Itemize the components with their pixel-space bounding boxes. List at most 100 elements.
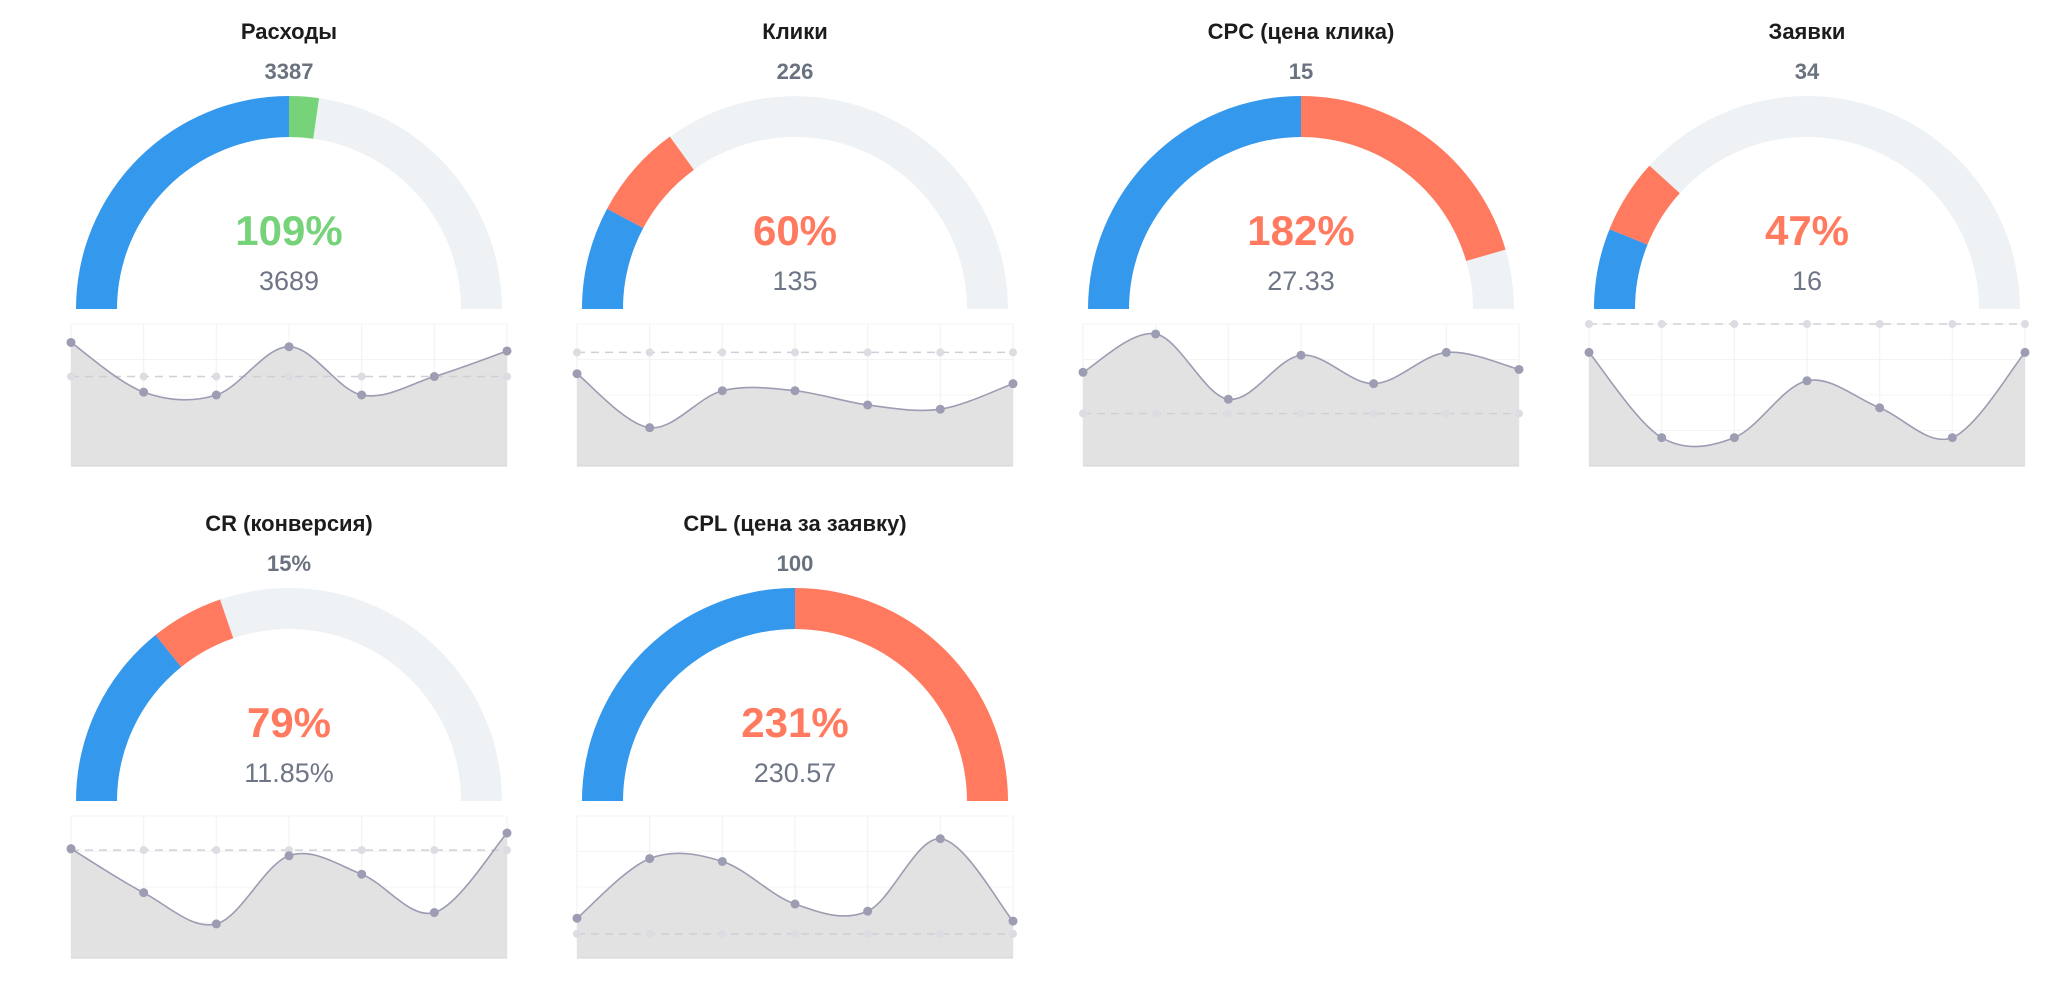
sparkline-target-point (791, 348, 799, 357)
sparkline-point[interactable] (717, 386, 727, 396)
sparkline-target-point (718, 348, 727, 357)
sparkline-point[interactable] (1584, 347, 1594, 357)
sparkline-point[interactable] (357, 390, 367, 400)
gauge-fill-base (582, 588, 795, 801)
kpi-title: Заявки (1769, 19, 1846, 44)
sparkline-point[interactable] (66, 844, 76, 854)
sparkline-point[interactable] (1151, 329, 1161, 339)
sparkline-point[interactable] (863, 906, 873, 916)
sparkline-target-point (718, 929, 727, 938)
sparkline-point[interactable] (284, 342, 294, 352)
sparkline-target-point (2021, 320, 2029, 328)
sparkline-target-point (357, 846, 366, 855)
sparkline-point[interactable] (1223, 394, 1233, 404)
sparkline-target-point (1730, 320, 1739, 328)
kpi-plan-value: 226 (777, 59, 814, 84)
sparkline-target-point (67, 372, 75, 381)
sparkline-target-point (1442, 409, 1451, 418)
sparkline-target-point (1515, 409, 1523, 418)
sparkline-target-point (1297, 409, 1305, 418)
gauge-fill-base (582, 208, 644, 309)
sparkline-point[interactable] (1441, 347, 1451, 357)
sparkline-target-point (357, 372, 366, 381)
sparkline-point[interactable] (1008, 916, 1018, 926)
kpi-card: CPC (цена клика) 15 182% 27.33 (1078, 19, 1524, 467)
gauge-fill-base (76, 635, 182, 801)
sparkline-point[interactable] (502, 828, 512, 838)
kpi-title: Расходы (241, 19, 337, 44)
kpi-percent: 60% (753, 207, 837, 254)
kpi-plan-value: 15 (1289, 59, 1313, 84)
kpi-plan-value: 15% (267, 551, 311, 576)
sparkline-point[interactable] (502, 346, 512, 356)
gauge-fill-base (1088, 96, 1301, 309)
sparkline-point[interactable] (863, 400, 873, 410)
sparkline-point[interactable] (717, 856, 727, 866)
sparkline-target-point (936, 348, 945, 357)
sparkline-point[interactable] (1729, 433, 1739, 443)
sparkline-target-point (503, 372, 511, 381)
sparkline-point[interactable] (572, 913, 582, 923)
kpi-plan-value: 3387 (265, 59, 314, 84)
sparkline-target-point (863, 929, 872, 938)
sparkline-point[interactable] (2020, 347, 2030, 357)
kpi-percent: 109% (235, 207, 342, 254)
sparkline-target-point (1657, 320, 1666, 328)
kpi-title: CPL (цена за заявку) (683, 511, 906, 536)
sparkline-area (1589, 352, 2025, 466)
sparkline-point[interactable] (211, 390, 221, 400)
gauge-track (582, 96, 1008, 309)
kpi-card: Клики 226 60% 135 (572, 19, 1018, 467)
sparkline (66, 815, 512, 959)
sparkline-target-point (1079, 409, 1087, 418)
sparkline-point[interactable] (357, 869, 367, 879)
sparkline-target-point (791, 929, 799, 938)
sparkline-point[interactable] (211, 919, 221, 929)
sparkline-target-point (1009, 929, 1017, 938)
gauge-track (1594, 96, 2020, 309)
sparkline-point[interactable] (429, 908, 439, 918)
sparkline-point[interactable] (1947, 433, 1957, 443)
kpi-percent: 47% (1765, 207, 1849, 254)
sparkline-point[interactable] (1296, 350, 1306, 360)
sparkline-point[interactable] (139, 888, 149, 898)
kpi-fact-value: 135 (772, 266, 817, 296)
sparkline-point[interactable] (790, 899, 800, 909)
sparkline-point[interactable] (139, 387, 149, 397)
sparkline-point[interactable] (935, 404, 945, 414)
sparkline-target-point (1803, 320, 1811, 328)
sparkline-target-point (212, 846, 221, 855)
sparkline-target-point (1585, 320, 1593, 328)
sparkline-point[interactable] (572, 369, 582, 379)
sparkline-point[interactable] (645, 423, 655, 433)
sparkline-target-point (1224, 409, 1233, 418)
sparkline-target-point (503, 846, 511, 855)
kpi-card: Расходы 3387 109% 3689 (66, 19, 512, 467)
sparkline-point[interactable] (1875, 403, 1885, 413)
kpi-fact-value: 27.33 (1267, 266, 1335, 296)
sparkline-point[interactable] (1514, 364, 1524, 374)
kpi-card: CR (конверсия) 15% 79% 11.85% (66, 511, 512, 959)
sparkline-target-point (1875, 320, 1884, 328)
sparkline (1078, 323, 1524, 467)
sparkline-point[interactable] (1008, 379, 1018, 389)
sparkline-point[interactable] (1369, 379, 1379, 389)
sparkline (1584, 320, 2030, 467)
sparkline-point[interactable] (645, 854, 655, 864)
kpi-percent: 79% (247, 699, 331, 746)
sparkline-point[interactable] (1802, 376, 1812, 386)
sparkline-point[interactable] (935, 834, 945, 844)
sparkline-point[interactable] (1657, 433, 1667, 443)
sparkline-target-point (1948, 320, 1957, 328)
sparkline-target-point (430, 846, 439, 855)
sparkline-point[interactable] (284, 851, 294, 861)
sparkline-point[interactable] (1078, 367, 1088, 377)
kpi-title: Клики (762, 19, 827, 44)
gauge-fill-status (289, 96, 320, 139)
sparkline-area (577, 838, 1013, 958)
sparkline-point[interactable] (790, 386, 800, 396)
sparkline-point[interactable] (66, 337, 76, 347)
sparkline-target-point (212, 372, 221, 381)
sparkline-point[interactable] (429, 372, 439, 382)
